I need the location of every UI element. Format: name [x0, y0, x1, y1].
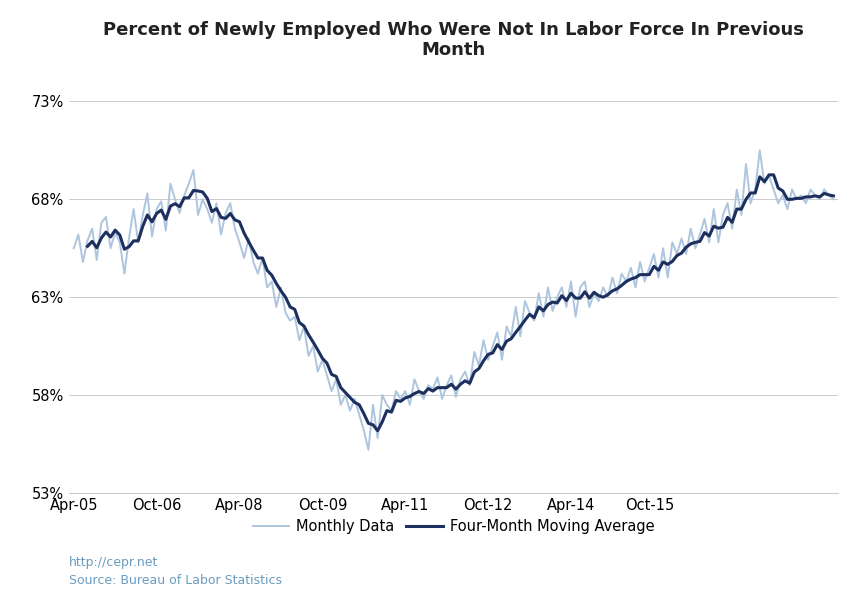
Legend: Monthly Data, Four-Month Moving Average: Monthly Data, Four-Month Moving Average	[247, 513, 660, 540]
Text: http://cepr.net: http://cepr.net	[69, 556, 158, 569]
Title: Percent of Newly Employed Who Were Not In Labor Force In Previous
Month: Percent of Newly Employed Who Were Not I…	[103, 20, 804, 59]
Text: Source: Bureau of Labor Statistics: Source: Bureau of Labor Statistics	[69, 574, 283, 587]
